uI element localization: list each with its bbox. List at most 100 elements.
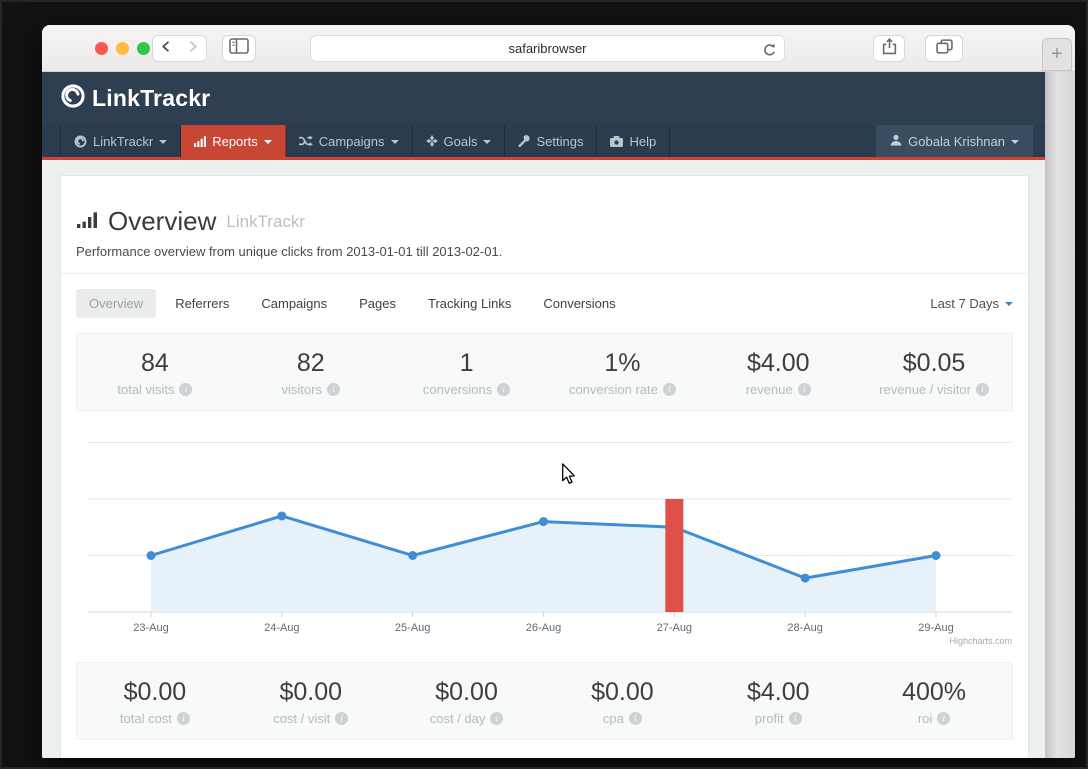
stat-conversion-rate: 1% conversion rate [544,349,700,397]
nav-spacer [670,125,876,157]
info-icon[interactable] [797,383,811,396]
url-text: safaribrowser [508,41,587,56]
info-icon[interactable] [788,712,802,725]
stat-visitors: 82 visitors [233,349,389,397]
wrench-icon [518,135,531,147]
info-icon[interactable] [326,383,340,396]
stat-value: 400% [902,678,967,706]
stat-label: profit [754,711,784,726]
caret-down-icon [1005,302,1013,306]
x-axis-label: 24-Aug [264,622,299,634]
stat-total-visits: 84 total visits [77,349,233,397]
nav-item-linktrackr[interactable]: LinkTrackr [60,125,182,157]
data-point[interactable] [277,511,287,521]
card-header: Overview LinkTrackr Performance overview… [61,176,1028,274]
info-icon[interactable] [176,712,190,725]
tab-conversions[interactable]: Conversions [543,296,616,311]
bar-chart-icon [194,135,207,147]
caret-down-icon [263,139,272,144]
nav-item-label: LinkTrackr [93,133,154,149]
browser-titlebar: safaribrowser [42,25,1075,72]
tabs-icon [935,38,953,59]
tab-referrers[interactable]: Referrers [175,296,230,311]
data-point[interactable] [539,517,548,527]
forward-button[interactable] [179,35,207,62]
sidebar-toggle-button[interactable] [222,35,256,62]
stat-cpa: $0.00 cpa [544,678,700,726]
browser-window: safaribrowser + LinkTrackr LinkTrackr Re… [42,25,1075,758]
stat-label: roi [917,711,933,726]
linktrackr-logo[interactable]: LinkTrackr [60,83,210,115]
nav-item-settings[interactable]: Settings [505,125,598,157]
tab-tracking-links[interactable]: Tracking Links [428,296,512,311]
highcharts-credit[interactable]: Highcharts.com [949,636,1012,646]
stat-label: conversions [422,382,493,397]
brand-name: LinkTrackr [92,85,211,111]
sidebar-icon [229,38,249,59]
stat-label: total cost [119,711,172,726]
tab-campaigns[interactable]: Campaigns [261,296,328,311]
x-axis-label: 27-Aug [657,622,692,634]
visits-chart[interactable]: 23-Aug 24-Aug 25-Aug 26-Aug 27-Aug 28-Aug 29-A… [76,421,1013,658]
stat-value: 1 [459,349,474,377]
site-header: LinkTrackr [42,72,1075,125]
data-point[interactable] [146,551,156,560]
forward-icon [185,39,200,59]
info-icon[interactable] [179,383,193,396]
minimize-window-button[interactable] [116,42,129,55]
stat-label: cpa [602,711,624,726]
info-icon[interactable] [937,712,951,725]
stat-roi: 400% roi [856,678,1012,726]
share-icon [882,37,897,60]
nav-item-help[interactable]: Help [597,125,671,157]
nav-item-goals[interactable]: Goals [413,125,506,157]
reload-icon[interactable] [762,41,777,66]
x-axis-label: 25-Aug [395,622,430,634]
info-icon[interactable] [628,712,642,725]
close-window-button[interactable] [95,42,108,55]
bottom-stats-panel: $0.00 total cost $0.00 cost / visit $0.0… [76,662,1013,740]
info-icon[interactable] [497,383,511,396]
back-button[interactable] [152,35,180,62]
info-icon[interactable] [662,383,676,396]
linktrackr-icon [74,135,87,148]
page-content: Overview LinkTrackr Performance overview… [42,160,1045,758]
address-bar[interactable]: safaribrowser [310,35,785,62]
stat-value: $0.00 [279,678,343,706]
stat-value: $0.00 [435,678,498,706]
zoom-window-button[interactable] [137,42,150,55]
highlight-column[interactable] [665,499,684,612]
data-point[interactable] [408,551,418,560]
caret-down-icon [483,139,492,144]
new-tab-button[interactable]: + [1042,38,1072,71]
caret-down-icon [390,139,399,144]
share-button[interactable] [873,35,905,62]
stat-value: $4.00 [746,349,810,377]
stat-value: $0.00 [591,678,654,706]
data-point[interactable] [931,551,941,560]
date-range-selector[interactable]: Last 7 Days [930,296,1013,311]
stat-value: $0.05 [902,349,966,377]
x-axis-label: 29-Aug [918,622,953,634]
stat-value: 1% [604,349,641,377]
stat-profit: $4.00 profit [700,678,856,726]
plus-icon: + [1051,43,1063,65]
user-menu[interactable]: Gobala Krishnan [876,125,1033,157]
stat-value: 84 [141,349,169,377]
info-icon[interactable] [490,712,504,725]
info-icon[interactable] [975,383,989,396]
report-tabs: Overview Referrers Campaigns Pages Track… [61,274,1028,333]
nav-item-reports[interactable]: Reports [181,125,286,157]
tab-pages[interactable]: Pages [359,296,397,311]
nav-item-campaigns[interactable]: Campaigns [286,125,413,157]
nav-item-label: Settings [536,133,584,149]
overview-card: Overview LinkTrackr Performance overview… [60,175,1029,758]
show-tabs-button[interactable] [925,35,963,62]
stat-value: $0.00 [123,678,187,706]
bar-chart-icon [76,209,98,234]
tab-overview[interactable]: Overview [76,289,157,318]
data-point[interactable] [800,573,810,583]
info-icon[interactable] [335,712,349,725]
stat-label: conversion rate [568,382,658,397]
nav-item-label: Campaigns [318,133,385,149]
